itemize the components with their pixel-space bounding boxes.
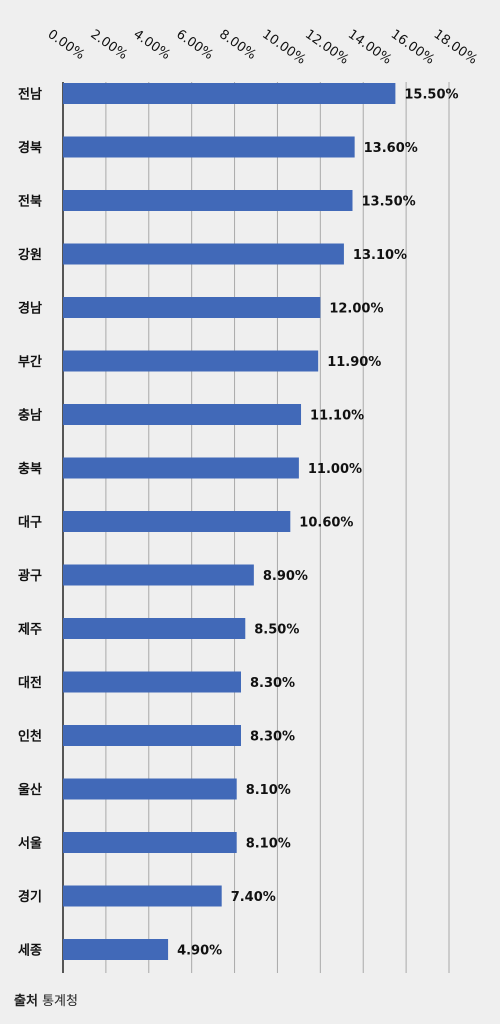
bar xyxy=(63,351,318,372)
category-label: 경북 xyxy=(18,140,42,156)
data-label: 13.60% xyxy=(364,141,418,156)
source-note: 출처 통계청 xyxy=(14,990,78,1009)
source-label: 출처 xyxy=(14,994,38,1009)
x-tick-label: 6.00% xyxy=(173,27,215,63)
x-tick-label: 2.00% xyxy=(88,27,130,63)
category-label: 대구 xyxy=(18,516,42,531)
category-label: 충북 xyxy=(18,461,42,477)
category-label: 세종 xyxy=(18,944,42,959)
data-label: 13.10% xyxy=(353,248,407,263)
data-label: 13.50% xyxy=(362,195,416,210)
bar xyxy=(63,137,355,158)
data-label: 8.10% xyxy=(246,837,291,852)
category-label: 경남 xyxy=(18,301,42,317)
bar xyxy=(63,565,254,586)
x-tick-label: 16.00% xyxy=(388,27,437,68)
bar xyxy=(63,832,237,853)
bar xyxy=(63,297,320,318)
category-label: 제주 xyxy=(18,623,42,638)
data-label: 11.90% xyxy=(327,355,381,370)
data-label: 11.10% xyxy=(310,409,364,424)
bar xyxy=(63,618,245,639)
bar xyxy=(63,83,395,104)
bar xyxy=(63,404,301,425)
data-label: 7.40% xyxy=(231,890,276,905)
bar xyxy=(63,725,241,746)
data-label: 11.00% xyxy=(308,462,362,477)
category-label: 광구 xyxy=(18,569,42,584)
bar xyxy=(63,190,353,211)
bar xyxy=(63,458,299,479)
bar xyxy=(63,511,290,532)
category-label: 충남 xyxy=(18,408,42,424)
x-tick-label: 18.00% xyxy=(431,27,480,68)
data-label: 8.30% xyxy=(250,676,295,691)
category-label: 경기 xyxy=(18,889,42,905)
x-tick-label: 10.00% xyxy=(259,27,308,68)
data-label: 10.60% xyxy=(299,516,353,531)
x-tick-label: 14.00% xyxy=(345,27,394,68)
data-label: 4.90% xyxy=(177,944,222,959)
bar xyxy=(63,779,237,800)
category-label: 강원 xyxy=(18,247,42,263)
bar xyxy=(63,939,168,960)
data-label: 8.30% xyxy=(250,730,295,745)
bar xyxy=(63,244,344,265)
x-tick-label: 4.00% xyxy=(130,27,172,63)
category-label: 부간 xyxy=(18,354,42,370)
x-tick-label: 8.00% xyxy=(216,27,258,63)
category-label: 전북 xyxy=(18,194,42,210)
data-label: 8.50% xyxy=(254,623,299,638)
bar xyxy=(63,672,241,693)
category-label: 인천 xyxy=(18,729,42,745)
x-tick-label: 12.00% xyxy=(302,27,351,68)
data-label: 15.50% xyxy=(404,88,458,103)
x-tick-label: 0.00% xyxy=(45,27,87,63)
category-label: 울산 xyxy=(18,782,42,798)
data-label: 12.00% xyxy=(329,302,383,317)
data-label: 8.90% xyxy=(263,569,308,584)
data-label: 8.10% xyxy=(246,783,291,798)
category-label: 대전 xyxy=(18,675,42,691)
source-value: 통계청 xyxy=(42,994,78,1009)
category-label: 서울 xyxy=(18,836,42,852)
bar xyxy=(63,886,222,907)
category-label: 전남 xyxy=(18,87,42,103)
